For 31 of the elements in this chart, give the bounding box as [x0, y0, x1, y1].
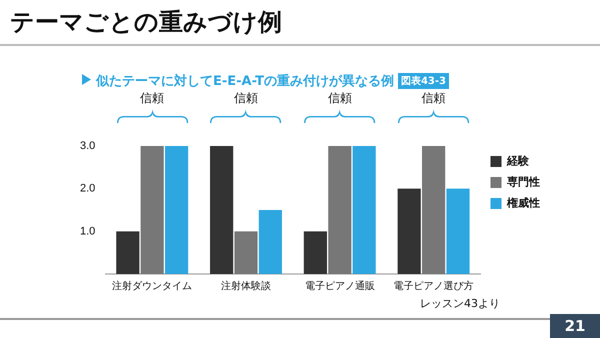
bar: [116, 231, 140, 274]
x-tick-label: 電子ピアノ選び方: [394, 280, 474, 292]
bar: [234, 231, 258, 274]
legend-label: 専門性: [506, 176, 540, 189]
text: 信頼: [140, 90, 164, 107]
bar: [140, 146, 164, 274]
bar: [352, 146, 376, 274]
bar: [422, 146, 446, 274]
x-tick-label: 注射ダウンタイム: [112, 280, 192, 292]
text: 信頼: [422, 90, 446, 107]
bar: [304, 231, 327, 274]
bar: [446, 188, 470, 274]
legend-label: 権威性: [506, 196, 540, 210]
bar: [328, 146, 352, 274]
text: 21: [550, 314, 600, 338]
text: レッスン43より: [420, 296, 500, 311]
text: 図表43-3: [398, 73, 449, 90]
text: 信頼: [234, 90, 258, 107]
x-tick-label: 電子ピアノ通販: [304, 280, 375, 292]
bar: [164, 146, 188, 274]
bar: [258, 210, 282, 274]
y-tick-label: 1.0: [80, 225, 96, 238]
chart-title: テーマごとの重みづけ例: [10, 7, 282, 38]
text: 信頼: [328, 90, 352, 107]
bar: [210, 146, 234, 274]
y-tick-label: 2.0: [80, 182, 96, 195]
bar: [398, 188, 421, 274]
legend-label: 経験: [506, 154, 530, 168]
y-tick-label: 3.0: [80, 140, 96, 152]
x-tick-label: 注射体験談: [220, 280, 271, 292]
chart-subtitle: 似たテーマに対してE-E-A-Tの重み付けが異なる例: [96, 74, 394, 89]
